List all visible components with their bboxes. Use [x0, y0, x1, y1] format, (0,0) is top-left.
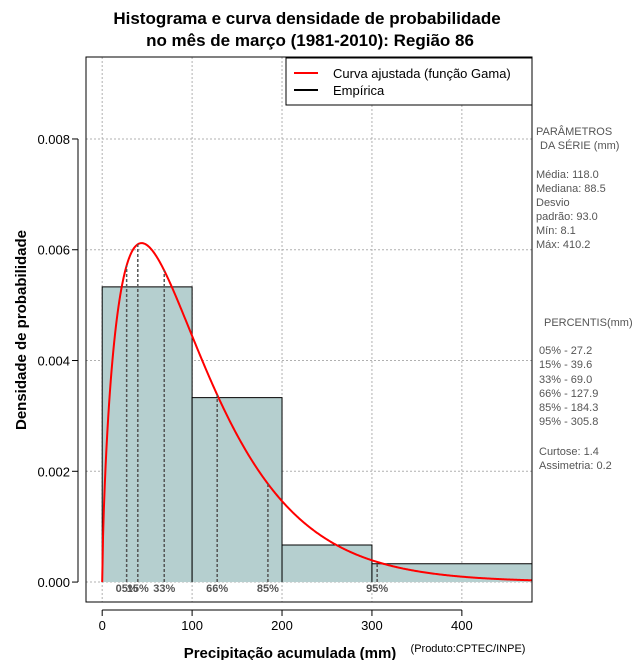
y-tick-label: 0.000: [37, 575, 70, 590]
y-tick-label: 0.008: [37, 132, 70, 147]
x-tick-label: 400: [451, 618, 473, 633]
percentile-label: 05%: [116, 583, 138, 595]
x-tick-label: 100: [181, 618, 203, 633]
histogram-bars: [101, 286, 532, 583]
stat-max: Máx: 410.2: [536, 239, 590, 251]
histogram-bar-outline: [371, 563, 532, 583]
pct-row-85: 85% - 184.3: [539, 402, 598, 414]
y-tick-label: 0.006: [37, 243, 70, 258]
legend-empirical-label: Empírica: [333, 83, 385, 98]
gamma-curve-layer: [101, 242, 533, 583]
pct-row-95: 95% - 305.8: [539, 416, 598, 428]
y-tick-label: 0.004: [37, 354, 70, 369]
stat-curtose: Curtose: 1.4: [539, 446, 599, 458]
pct-row-15: 15% - 39.6: [539, 359, 592, 371]
histogram-bar: [192, 397, 283, 583]
histogram-bar: [371, 563, 532, 583]
chart-title-line1: Histograma e curva densidade de probabil…: [113, 9, 500, 28]
percentile-label: 95%: [366, 583, 388, 595]
y-axis: 0.000 0.002 0.004 0.006 0.008: [37, 132, 79, 590]
percentis-title: PERCENTIS(mm): [544, 317, 633, 329]
side-panel: PARÂMETROS DA SÉRIE (mm) Média: 118.0 Me…: [536, 125, 633, 472]
x-tick-label: 0: [99, 618, 106, 633]
legend-box: [285, 57, 533, 106]
stat-min: Mín: 8.1: [536, 225, 576, 237]
histogram-bar-outline: [191, 397, 283, 583]
legend-fitted-label: Curva ajustada (função Gama): [333, 66, 511, 81]
percentile-label: 85%: [257, 583, 279, 595]
gamma-fit-curve: [101, 242, 533, 583]
stat-desvio-1: Desvio: [536, 197, 570, 209]
percentile-markers: 05%15% 33% 66% 85% 95%: [116, 244, 388, 595]
plot-border: [85, 56, 533, 603]
y-tick-label: 0.002: [37, 464, 70, 479]
stat-mediana: Mediana: 88.5: [536, 183, 606, 195]
stat-assimetria: Assimetria: 0.2: [539, 460, 612, 472]
credit-text: (Produto:CPTEC/INPE): [411, 643, 526, 655]
x-tick-label: 300: [361, 618, 383, 633]
y-axis-title: Densidade de probabilidade: [13, 230, 30, 430]
x-tick-label: 200: [271, 618, 293, 633]
pct-row-33: 33% - 69.0: [539, 374, 592, 386]
histogram-bar: [102, 286, 193, 583]
percentile-label: 33%: [153, 583, 175, 595]
chart-title-line2: no mês de março (1981-2010): Região 86: [146, 31, 474, 50]
pct-row-66: 66% - 127.9: [539, 388, 598, 400]
pct-row-05: 05% - 27.2: [539, 345, 592, 357]
histogram-bar: [282, 544, 372, 583]
stat-desvio-2: padrão: 93.0: [536, 211, 598, 223]
stat-media: Média: 118.0: [536, 169, 599, 181]
params-title-1: PARÂMETROS: [536, 125, 612, 138]
x-axis: 0 100 200 300 400: [99, 609, 473, 633]
percentile-label: 15%: [127, 583, 149, 595]
x-axis-title: Precipitação acumulada (mm): [184, 645, 397, 660]
params-title-2: DA SÉRIE (mm): [540, 139, 619, 152]
legend: Curva ajustada (função Gama) Empírica: [285, 57, 533, 106]
percentile-label: 66%: [206, 583, 228, 595]
